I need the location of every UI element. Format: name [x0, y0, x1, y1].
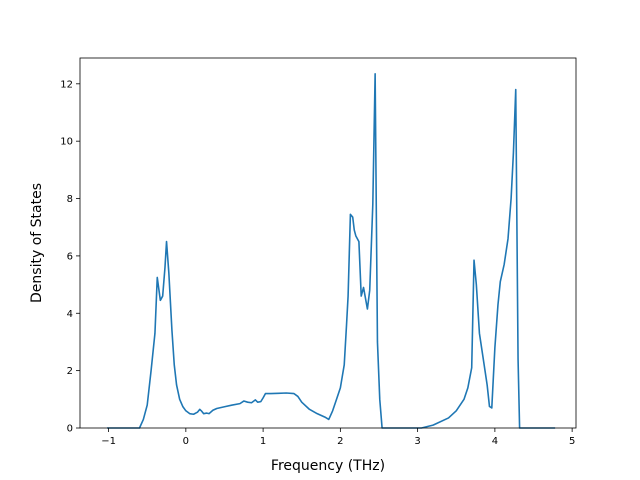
x-tick-label: 3 — [414, 436, 420, 447]
y-tick-label: 0 — [67, 424, 73, 435]
x-axis-label: Frequency (THz) — [271, 458, 385, 474]
dos-series-line-0 — [107, 72, 556, 429]
y-axis-ticks: 0 2 4 6 8 10 12 — [60, 79, 80, 435]
plot-area — [80, 58, 576, 428]
x-tick-label: 5 — [569, 436, 575, 447]
x-tick-label: −1 — [101, 436, 116, 447]
y-tick-label: 2 — [67, 366, 73, 377]
y-tick-label: 12 — [60, 79, 73, 90]
x-tick-label: 0 — [183, 436, 189, 447]
x-tick-label: 2 — [337, 436, 343, 447]
y-tick-label: 6 — [67, 251, 73, 262]
y-tick-label: 4 — [67, 309, 73, 320]
series-layer — [107, 72, 556, 429]
y-tick-label: 10 — [60, 137, 73, 148]
plot-frame — [79, 57, 577, 429]
x-tick-label: 1 — [260, 436, 266, 447]
y-tick-label: 8 — [67, 194, 73, 205]
y-axis-label: Density of States — [29, 183, 45, 303]
x-tick-label: 4 — [492, 436, 498, 447]
x-axis-ticks: −1 0 1 2 3 4 5 — [101, 428, 575, 447]
